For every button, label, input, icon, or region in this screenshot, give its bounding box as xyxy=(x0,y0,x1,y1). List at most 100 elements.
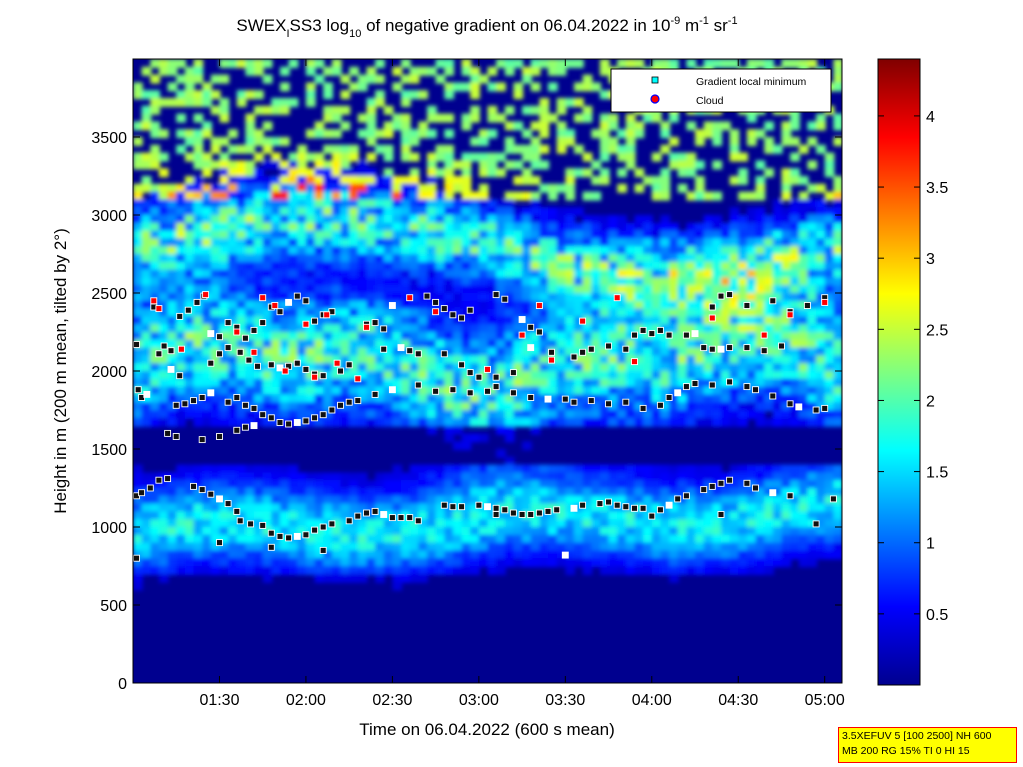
heatmap-cell xyxy=(392,472,403,482)
heatmap-cell xyxy=(150,269,161,279)
heatmap-cell xyxy=(461,168,472,178)
heatmap-cell xyxy=(548,285,558,295)
heatmap-cell xyxy=(357,480,368,490)
heatmap-cell xyxy=(513,160,524,170)
heatmap-cell xyxy=(375,98,385,107)
heatmap-cell xyxy=(141,176,152,185)
heatmap-cell xyxy=(608,495,619,505)
heatmap-cell xyxy=(245,480,256,490)
heatmap-cell xyxy=(210,332,221,341)
heatmap-cell xyxy=(556,534,567,544)
heatmap-cell xyxy=(478,324,489,334)
gradient-minimum-point xyxy=(682,492,690,500)
heatmap-cell xyxy=(167,269,178,279)
heatmap-cell xyxy=(184,378,195,388)
heatmap-cell xyxy=(660,230,671,240)
heatmap-cell xyxy=(470,199,480,209)
heatmap-cell xyxy=(184,534,195,544)
heatmap-cell xyxy=(461,293,472,302)
heatmap-cell xyxy=(625,285,636,295)
heatmap-cell xyxy=(824,394,835,404)
heatmap-cell xyxy=(478,222,489,232)
heatmap-cell xyxy=(703,558,714,568)
gradient-minimum-point xyxy=(216,495,223,503)
heatmap-cell xyxy=(729,332,740,341)
heatmap-cell xyxy=(686,378,697,388)
heatmap-cell xyxy=(236,316,247,326)
heatmap-cell xyxy=(703,277,714,287)
heatmap-cell xyxy=(556,137,567,146)
heatmap-cell xyxy=(496,324,506,334)
heatmap-cell xyxy=(764,269,774,279)
heatmap-cell xyxy=(461,207,472,217)
heatmap-cell xyxy=(288,464,299,474)
heatmap-cell xyxy=(305,558,316,568)
heatmap-cell xyxy=(487,355,498,365)
heatmap-cell xyxy=(418,417,429,427)
heatmap-cell xyxy=(366,269,377,279)
heatmap-cell xyxy=(141,511,152,521)
heatmap-cell xyxy=(695,363,705,373)
heatmap-cell xyxy=(297,550,308,560)
heatmap-cell xyxy=(522,66,532,76)
heatmap-cell xyxy=(729,324,740,334)
heatmap-cell xyxy=(599,527,610,536)
heatmap-cell xyxy=(392,503,403,513)
heatmap-cell xyxy=(210,371,221,380)
heatmap-cell xyxy=(305,293,316,302)
heatmap-cell xyxy=(746,464,757,474)
heatmap-cell xyxy=(444,160,455,170)
heatmap-cell xyxy=(816,417,826,427)
heatmap-cell xyxy=(478,527,489,536)
heatmap-cell xyxy=(781,519,792,529)
heatmap-cell xyxy=(539,558,550,568)
heatmap-cell xyxy=(452,160,463,170)
heatmap-cell xyxy=(349,293,359,302)
heatmap-cell xyxy=(643,285,653,295)
heatmap-cell xyxy=(677,417,688,427)
heatmap-cell xyxy=(729,363,740,373)
heatmap-cell xyxy=(288,238,299,248)
heatmap-cell xyxy=(695,277,705,287)
heatmap-cell xyxy=(513,191,524,201)
heatmap-cell xyxy=(167,316,178,326)
heatmap-cell xyxy=(383,152,394,162)
heatmap-cell xyxy=(375,176,385,185)
heatmap-cell xyxy=(202,511,212,521)
heatmap-cell xyxy=(444,285,455,295)
heatmap-cell xyxy=(625,488,636,497)
heatmap-cell xyxy=(574,402,584,412)
heatmap-cell xyxy=(807,207,818,217)
heatmap-cell xyxy=(625,550,636,560)
heatmap-cell xyxy=(470,66,480,76)
heatmap-cell xyxy=(401,222,411,232)
heatmap-cell xyxy=(539,542,550,552)
heatmap-cell xyxy=(556,254,567,263)
heatmap-cell xyxy=(721,472,731,482)
heatmap-cell xyxy=(409,339,420,349)
heatmap-cell xyxy=(150,363,161,373)
heatmap-cell xyxy=(695,285,705,295)
legend: Gradient local minimum Cloud xyxy=(610,68,832,113)
heatmap-cell xyxy=(591,488,602,497)
heatmap-cell xyxy=(651,464,662,474)
heatmap-cell xyxy=(280,254,290,263)
heatmap-cell xyxy=(591,511,602,521)
heatmap-cell xyxy=(790,59,800,68)
heatmap-cell xyxy=(409,230,420,240)
heatmap-cell xyxy=(176,332,186,341)
heatmap-cell xyxy=(798,277,809,287)
heatmap-cell xyxy=(608,324,619,334)
heatmap-cell xyxy=(340,285,351,295)
heatmap-cell xyxy=(729,269,740,279)
heatmap-cell xyxy=(824,277,835,287)
heatmap-cell xyxy=(703,542,714,552)
heatmap-cell xyxy=(150,347,161,357)
heatmap-cell xyxy=(816,495,826,505)
heatmap-cell xyxy=(435,480,446,490)
heatmap-cell xyxy=(375,378,385,388)
heatmap-cell xyxy=(176,144,186,154)
cloud-point xyxy=(786,311,794,319)
heatmap-cell xyxy=(193,129,204,139)
heatmap-cell xyxy=(729,410,740,419)
